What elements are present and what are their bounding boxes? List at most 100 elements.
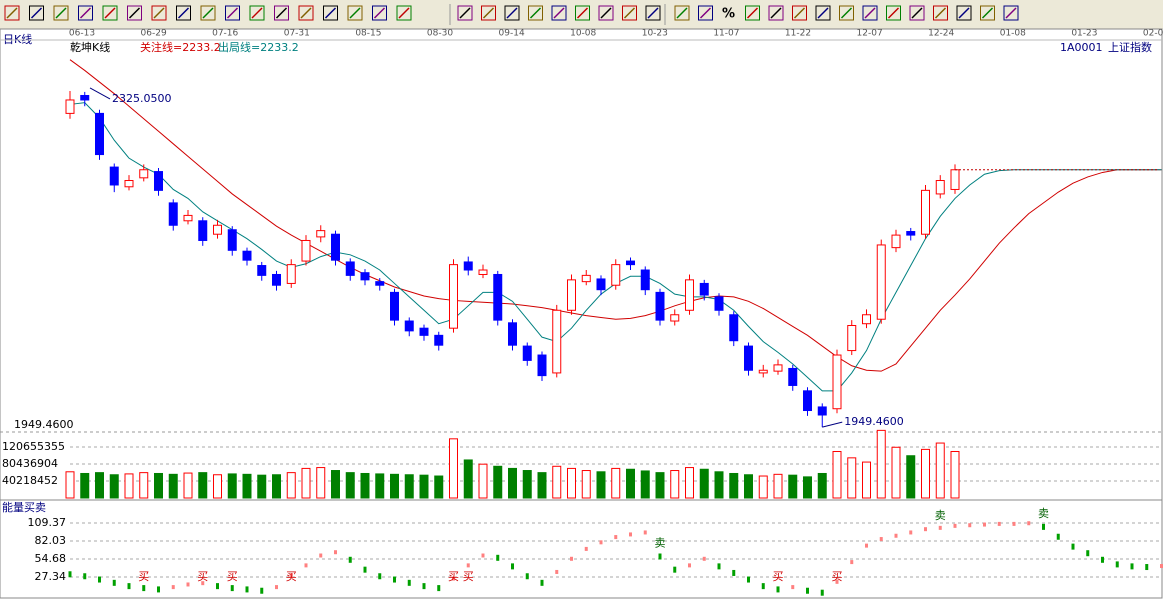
signal-label: 买 — [448, 570, 459, 583]
toolbar-button[interactable] — [102, 5, 118, 21]
icon-stroke — [699, 7, 712, 19]
toolbar-button[interactable] — [396, 5, 412, 21]
icon-stroke — [1005, 7, 1017, 19]
toolbar-button[interactable] — [127, 5, 142, 21]
frame — [0, 28, 1163, 599]
energy-bar — [127, 583, 131, 590]
icon-frame — [645, 5, 661, 21]
candle-body — [876, 244, 886, 320]
candle-body — [404, 320, 414, 332]
energy-bar — [555, 569, 559, 574]
energy-bar — [466, 563, 470, 568]
icon-stroke — [746, 7, 759, 19]
volume-bar — [272, 474, 281, 499]
toolbar-button[interactable] — [980, 5, 995, 21]
candle-body — [552, 309, 562, 374]
energy-bar — [997, 521, 1001, 526]
toolbar-button[interactable] — [347, 5, 363, 21]
candle-body — [817, 406, 827, 416]
volume-tick-label: 40218452 — [2, 474, 58, 487]
toolbar-button[interactable] — [249, 5, 265, 21]
toolbar-button[interactable] — [768, 5, 784, 21]
toolbar-button[interactable] — [792, 5, 807, 21]
icon-stroke — [398, 7, 410, 19]
toolbar-button[interactable] — [176, 5, 191, 21]
candle-body — [788, 367, 798, 386]
icon-stroke — [553, 7, 565, 19]
toolbar-button[interactable] — [956, 5, 972, 21]
toolbar-button[interactable] — [323, 5, 338, 21]
toolbar-button[interactable] — [598, 5, 614, 21]
icon-stroke — [793, 7, 806, 19]
toolbar-button[interactable] — [886, 5, 901, 21]
icon-stroke — [934, 7, 947, 19]
signal-label: 卖 — [655, 537, 666, 550]
volume-bar — [257, 474, 267, 499]
toolbar-button[interactable] — [528, 5, 543, 21]
volume-bar — [168, 473, 178, 499]
toolbar-button[interactable] — [551, 5, 567, 21]
energy-bar — [1115, 561, 1119, 568]
icon-frame — [862, 5, 878, 21]
toolbar-button[interactable] — [862, 5, 878, 21]
date-label: 01-08 — [1000, 29, 1026, 39]
candle-body — [508, 322, 517, 346]
toolbar-button[interactable] — [645, 5, 661, 21]
toolbar-button[interactable] — [622, 5, 637, 21]
date-label: 08-30 — [427, 29, 453, 39]
toolbar-button[interactable] — [815, 5, 831, 21]
candle-body — [449, 264, 458, 329]
icon-frame — [151, 5, 167, 21]
candle-body — [581, 274, 591, 283]
percent-button[interactable]: % — [722, 7, 735, 22]
toolbar-button[interactable] — [575, 5, 590, 21]
toolbar-button[interactable] — [698, 5, 713, 21]
toolbar-button[interactable] — [457, 5, 473, 21]
energy-bar — [186, 582, 190, 587]
icon-frame — [29, 5, 44, 21]
toolbar-button[interactable] — [225, 5, 240, 21]
toolbar-button[interactable] — [200, 5, 216, 21]
toolbar-button[interactable] — [53, 5, 69, 21]
energy-bar — [334, 550, 337, 555]
toolbar-button[interactable] — [909, 5, 925, 21]
toolbar-button[interactable] — [1003, 5, 1019, 21]
icon-frame — [4, 5, 20, 21]
energy-bar — [157, 586, 160, 593]
toolbar-button[interactable] — [274, 5, 289, 21]
toolbar-button[interactable] — [674, 5, 690, 21]
toolbar-button[interactable] — [298, 5, 314, 21]
icon-stroke — [623, 7, 636, 19]
volume-bar — [286, 472, 296, 499]
icon-stroke — [275, 7, 288, 19]
date-label: 06-13 — [69, 29, 95, 39]
energy-bar — [1160, 564, 1163, 569]
indicator-name: 乾坤K线 — [70, 40, 110, 54]
energy-title: 能量买卖 — [2, 500, 46, 514]
toolbar-button[interactable] — [504, 5, 520, 21]
toolbar-button[interactable] — [745, 5, 760, 21]
icon-stroke — [676, 7, 688, 19]
candle-body — [242, 250, 252, 261]
volume-bar — [124, 473, 134, 499]
toolbar-button[interactable] — [481, 5, 496, 21]
candle-body — [729, 314, 739, 342]
toolbar-button[interactable] — [933, 5, 948, 21]
toolbar-button[interactable] — [4, 5, 20, 21]
candle-body — [758, 369, 768, 374]
icon-stroke — [153, 7, 165, 19]
toolbar-button[interactable] — [372, 5, 387, 21]
date-label: 11-22 — [785, 29, 811, 39]
toolbar-button[interactable] — [151, 5, 167, 21]
toolbar-button[interactable] — [29, 5, 44, 21]
energy-bar — [776, 586, 780, 593]
volume-bar — [729, 472, 739, 499]
toolbar-button[interactable] — [839, 5, 854, 21]
toolbar-button[interactable] — [78, 5, 93, 21]
volume-bar — [434, 475, 444, 499]
volume-bar — [301, 467, 311, 499]
icon-stroke — [226, 7, 239, 19]
energy-bar — [437, 585, 441, 592]
date-label: 11-07 — [713, 29, 739, 39]
energy-bar — [348, 556, 352, 563]
